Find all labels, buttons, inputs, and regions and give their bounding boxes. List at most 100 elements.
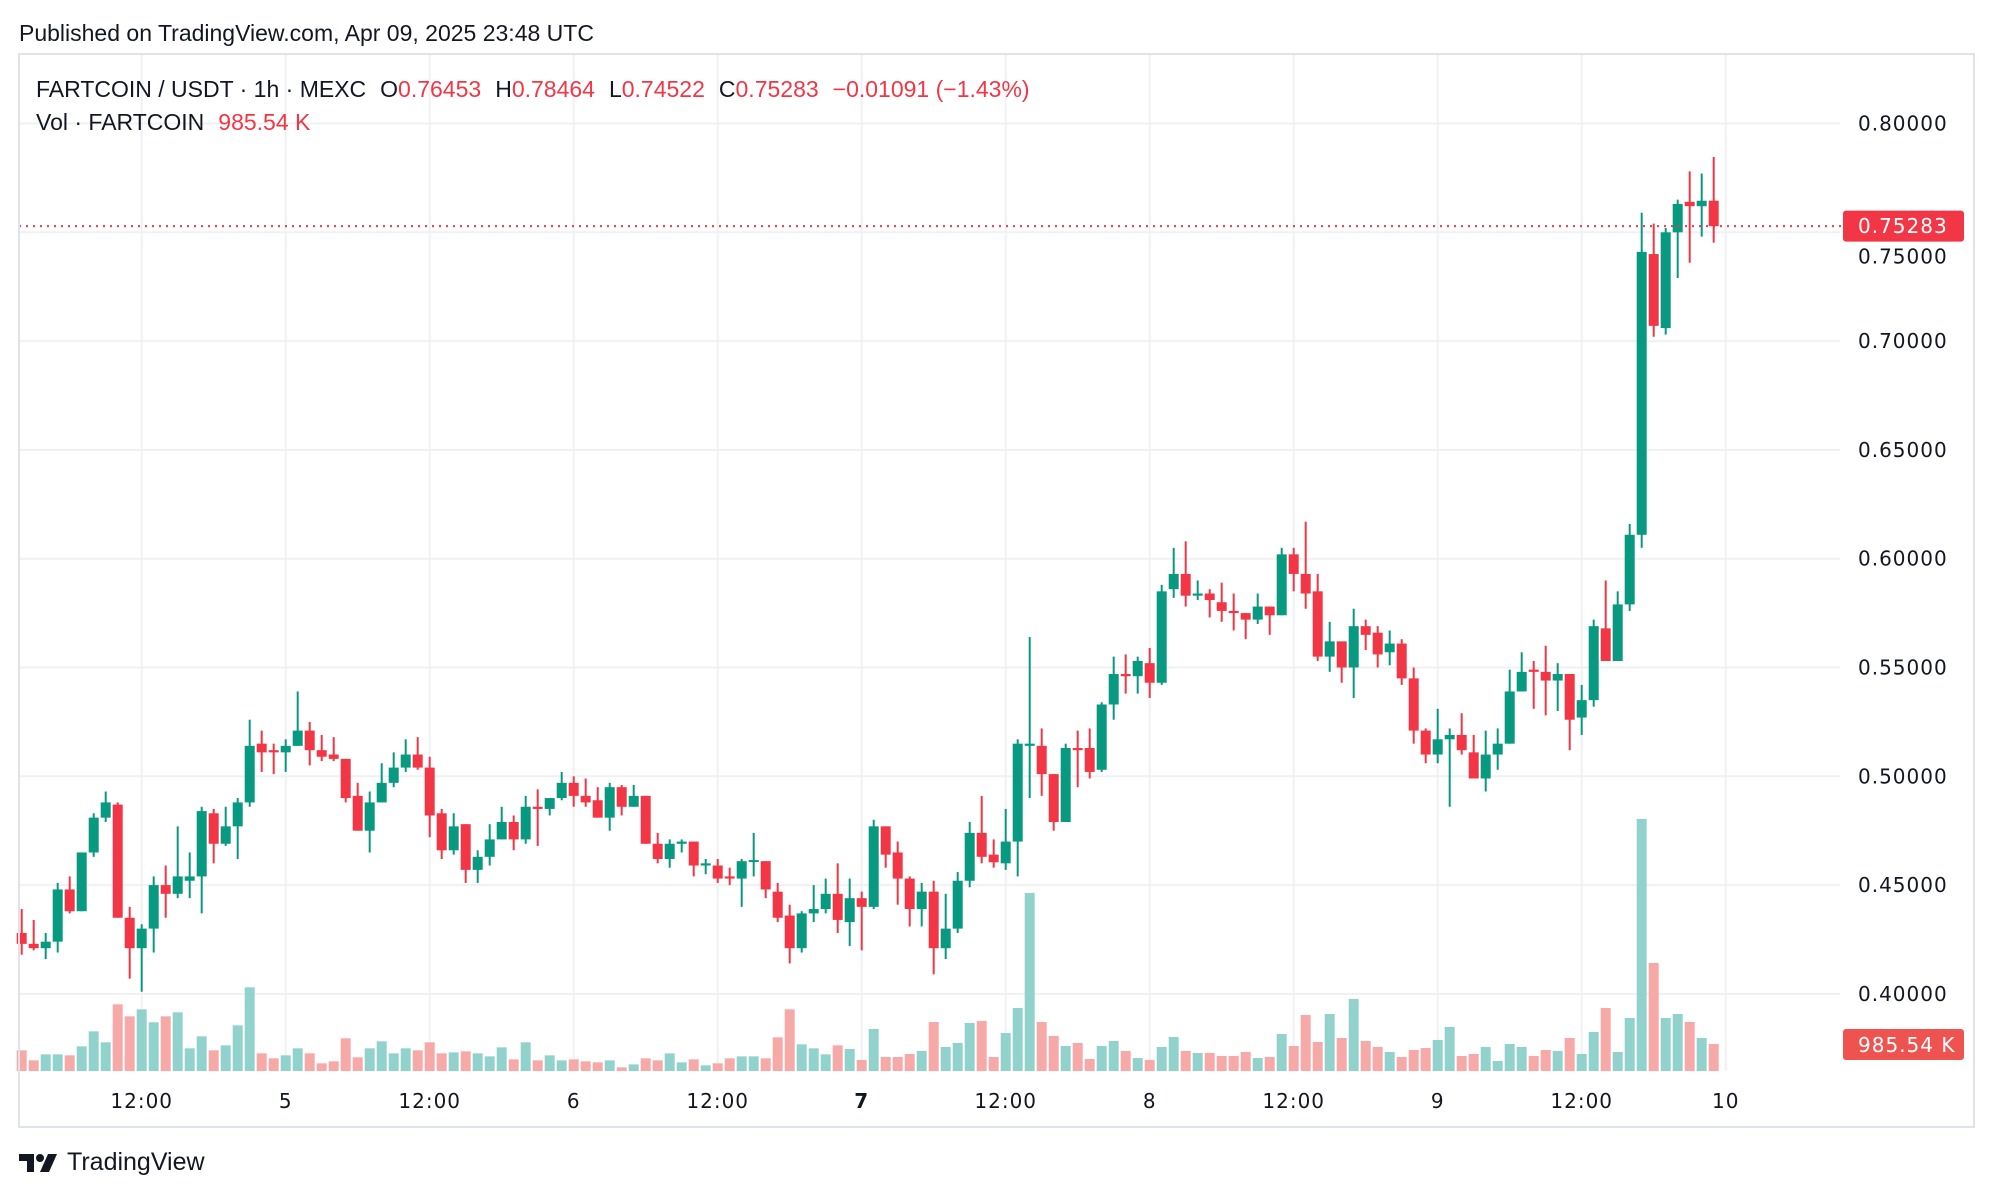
candle[interactable] [1192,580,1203,601]
candle[interactable] [340,758,351,803]
candle[interactable] [784,904,795,964]
candle[interactable] [1216,582,1227,622]
candle[interactable] [988,839,999,868]
candle[interactable] [1588,619,1599,707]
candle[interactable] [1372,626,1383,668]
candle[interactable] [844,878,855,947]
candle[interactable] [1012,739,1023,877]
candle[interactable] [460,824,471,883]
candle[interactable] [736,858,747,907]
candle[interactable] [1600,580,1611,661]
candle[interactable] [1564,674,1575,751]
candle[interactable] [316,734,327,762]
candle[interactable] [1180,541,1191,607]
candle[interactable] [64,876,75,914]
candle[interactable] [496,806,507,840]
candle[interactable] [388,752,399,788]
candle[interactable] [1252,593,1263,624]
volume-label[interactable]: Vol · FARTCOIN [36,109,205,135]
candle[interactable] [1516,652,1527,692]
candle[interactable] [856,891,867,951]
candle[interactable] [1648,223,1659,337]
candle[interactable] [628,785,639,807]
candle[interactable] [376,763,387,803]
candle[interactable] [28,919,39,951]
candle[interactable] [436,808,447,859]
candle[interactable] [1228,593,1239,631]
candle[interactable] [1264,606,1275,635]
candle[interactable] [1000,808,1011,870]
candle[interactable] [76,852,87,912]
candle[interactable] [532,789,543,846]
candle[interactable] [964,821,975,888]
candle[interactable] [328,737,339,762]
candle[interactable] [1492,728,1503,770]
candle[interactable] [796,911,807,953]
candle[interactable] [304,721,315,766]
candle[interactable] [592,787,603,818]
candle[interactable] [220,806,231,846]
candle[interactable] [1048,774,1059,831]
candle[interactable] [820,878,831,914]
candle[interactable] [1108,656,1119,720]
candle[interactable] [928,880,939,975]
candle[interactable] [976,795,987,864]
candle[interactable] [124,906,135,979]
candle[interactable] [904,876,915,927]
candle[interactable] [940,893,951,960]
candle[interactable] [1540,645,1551,716]
candle[interactable] [1036,728,1047,796]
candle[interactable] [1156,584,1167,685]
candle[interactable] [1168,547,1179,598]
candle[interactable] [208,808,219,864]
candle[interactable] [1336,641,1347,683]
candle[interactable] [1288,547,1299,592]
candle[interactable] [1144,647,1155,698]
candle[interactable] [1456,713,1467,755]
candle[interactable] [1660,227,1671,335]
candle[interactable] [424,756,435,838]
candle[interactable] [640,795,651,844]
candle[interactable] [484,824,495,866]
candle[interactable] [1624,523,1635,611]
candle[interactable] [772,882,783,923]
candle[interactable] [1480,730,1491,792]
candle[interactable] [364,791,375,853]
candle[interactable] [1408,667,1419,744]
candle[interactable] [1612,591,1623,661]
candle[interactable] [1204,589,1215,618]
candle[interactable] [1084,728,1095,779]
candle[interactable] [1636,212,1647,548]
candle[interactable] [1672,199,1683,278]
candle[interactable] [172,826,183,899]
candle[interactable] [412,737,423,770]
candle[interactable] [1324,621,1335,672]
candle[interactable] [1072,730,1083,788]
candle[interactable] [676,839,687,853]
candle[interactable] [880,826,891,868]
candle[interactable] [40,932,51,960]
candle[interactable] [580,778,591,807]
candle[interactable] [748,832,759,877]
candle[interactable] [232,798,243,859]
candle[interactable] [1120,654,1131,694]
candle[interactable] [112,802,123,918]
candle[interactable] [280,739,291,772]
candle[interactable] [244,719,255,807]
candle[interactable] [1312,573,1323,661]
candle[interactable] [556,771,567,801]
candle[interactable] [544,798,555,816]
candle[interactable] [1468,734,1479,779]
candle[interactable] [724,867,735,886]
candle[interactable] [160,865,171,918]
candle[interactable] [1432,708,1443,764]
candle[interactable] [352,782,363,831]
candle[interactable] [688,841,699,877]
candle[interactable] [1096,702,1107,772]
candle[interactable] [520,795,531,844]
candle[interactable] [184,852,195,899]
candle[interactable] [1060,743,1071,822]
candle[interactable] [268,743,279,775]
candle[interactable] [1024,637,1035,799]
candle[interactable] [508,815,519,851]
